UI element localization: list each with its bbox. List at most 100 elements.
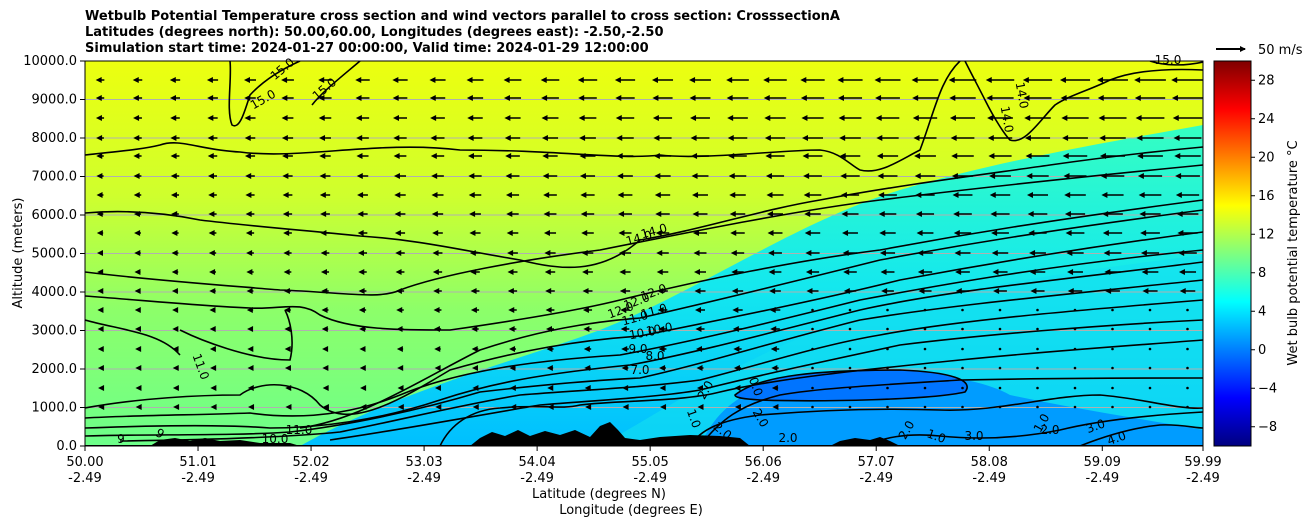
- x-tick-label-lat: 59.09: [1084, 455, 1121, 470]
- wind-arrow-head: [801, 115, 808, 121]
- wind-arrow-head: [1064, 211, 1071, 217]
- contour-label: 1.0: [684, 407, 704, 430]
- wind-arrow-head: [728, 153, 735, 159]
- x-tick-label-lon: -2.49: [1085, 471, 1119, 486]
- y-tick-label: 1000.0: [32, 401, 78, 416]
- wind-arrow: [1036, 347, 1039, 351]
- wind-arrow-head: [731, 269, 738, 275]
- wind-arrow-head: [843, 288, 850, 294]
- wind-arrow-head: [581, 250, 588, 256]
- wind-arrow-head: [466, 77, 473, 83]
- wind-arrow-head: [245, 230, 252, 236]
- wind-arrow-head: [694, 269, 701, 275]
- contour-13: [85, 164, 1203, 296]
- wind-arrow: [961, 405, 964, 409]
- wind-arrow-head: [209, 288, 216, 294]
- wind-arrow-head: [543, 211, 550, 217]
- wind-arrow-head: [583, 326, 590, 332]
- wind-arrow-head: [950, 135, 957, 141]
- wind-arrow-head: [765, 153, 772, 159]
- wind-arrow-head: [322, 385, 329, 391]
- x-tick-label-lat: 53.03: [405, 455, 442, 470]
- wind-arrow-head: [952, 192, 959, 198]
- wind-arrow-head: [541, 115, 548, 121]
- wind-arrow-head: [133, 135, 140, 141]
- wind-arrow-head: [434, 385, 441, 391]
- wind-arrow-head: [584, 385, 591, 391]
- wind-arrow-head: [1028, 230, 1035, 236]
- wind-arrow-head: [1026, 173, 1033, 179]
- wind-arrow: [998, 405, 1002, 409]
- wind-arrow: [886, 366, 889, 370]
- wind-arrow-head: [953, 230, 960, 236]
- title-line-3: Simulation start time: 2024-01-27 00:00:…: [85, 41, 649, 56]
- wind-arrow-head: [618, 211, 625, 217]
- wind-arrow-head: [357, 192, 364, 198]
- wind-arrow-head: [617, 173, 624, 179]
- x-tick-label-lon: -2.49: [1186, 471, 1220, 486]
- wind-arrow-head: [281, 95, 288, 101]
- wind-arrow-head: [1137, 173, 1144, 179]
- wind-arrow-head: [467, 135, 474, 141]
- wind-arrow-head: [1173, 135, 1180, 141]
- wind-arrow-head: [209, 269, 216, 275]
- wind-arrow-head: [509, 346, 516, 352]
- wind-arrow-head: [134, 288, 141, 294]
- wind-arrow-head: [134, 269, 141, 275]
- wind-arrow-head: [804, 230, 811, 236]
- wind-arrow-head: [430, 135, 437, 141]
- wind-arrow-head: [1060, 95, 1067, 101]
- wind-arrow-head: [467, 153, 474, 159]
- wind-arrow-head: [244, 135, 251, 141]
- wind-arrow-head: [577, 77, 584, 83]
- wind-arrow-head: [991, 230, 998, 236]
- wind-arrow-head: [619, 269, 626, 275]
- wind-arrow-head: [244, 115, 251, 121]
- wind-arrow-head: [247, 385, 254, 391]
- wind-arrow-head: [1177, 230, 1184, 236]
- wind-arrow-head: [396, 326, 403, 332]
- wind-arrow-head: [245, 211, 252, 217]
- wind-arrow-head: [770, 326, 777, 332]
- wind-arrow-head: [1178, 250, 1185, 256]
- wind-arrow-head: [285, 404, 292, 410]
- wind-arrow-head: [245, 192, 252, 198]
- wind-arrow: [848, 327, 852, 331]
- wind-arrow-head: [992, 269, 999, 275]
- wind-arrow-head: [654, 173, 661, 179]
- wind-arrow-head: [134, 230, 141, 236]
- wind-arrow-head: [1137, 153, 1144, 159]
- x-tick-label-lat: 50.00: [66, 455, 103, 470]
- y-axis: 0.0 1000.0 2000.0 3000.0 4000.0 5000.0 6000.0 7…: [23, 54, 85, 454]
- wind-arrow-head: [949, 95, 956, 101]
- wind-arrow-head: [281, 135, 288, 141]
- wind-arrow-head: [434, 346, 441, 352]
- wind-arrow-head: [434, 365, 441, 371]
- wind-arrow: [923, 347, 927, 351]
- wind-arrow-head: [133, 153, 140, 159]
- wind-arrow-head: [170, 135, 177, 141]
- wind-arrow: [998, 347, 1002, 351]
- wind-arrow-head: [210, 404, 217, 410]
- wind-arrow-head: [134, 326, 141, 332]
- colorbar-tick-label: 28: [1258, 73, 1275, 88]
- wind-arrow-head: [876, 153, 883, 159]
- wind-arrow: [1148, 405, 1152, 409]
- x-tick-label-lat: 58.08: [971, 455, 1008, 470]
- wind-arrow-head: [1098, 115, 1105, 121]
- wind-arrow-head: [1175, 173, 1182, 179]
- x-axis: 50.00-2.4951.01-2.4952.02-2.4953.03-2.49…: [66, 446, 1222, 486]
- wind-arrow-head: [506, 230, 513, 236]
- wind-arrow-head: [507, 288, 514, 294]
- wind-arrow-head: [247, 326, 254, 332]
- contour-15-right: [1149, 61, 1203, 66]
- contour-2-pool: [734, 369, 968, 402]
- wind-arrow-head: [281, 115, 288, 121]
- colorbar-tick-label: 24: [1258, 112, 1275, 127]
- wind-arrow-head: [172, 307, 179, 313]
- wind-arrow-head: [133, 173, 140, 179]
- wind-arrow-head: [802, 153, 809, 159]
- wind-arrow-head: [134, 307, 141, 313]
- wind-arrow: [1073, 366, 1077, 370]
- wind-arrow: [923, 405, 927, 409]
